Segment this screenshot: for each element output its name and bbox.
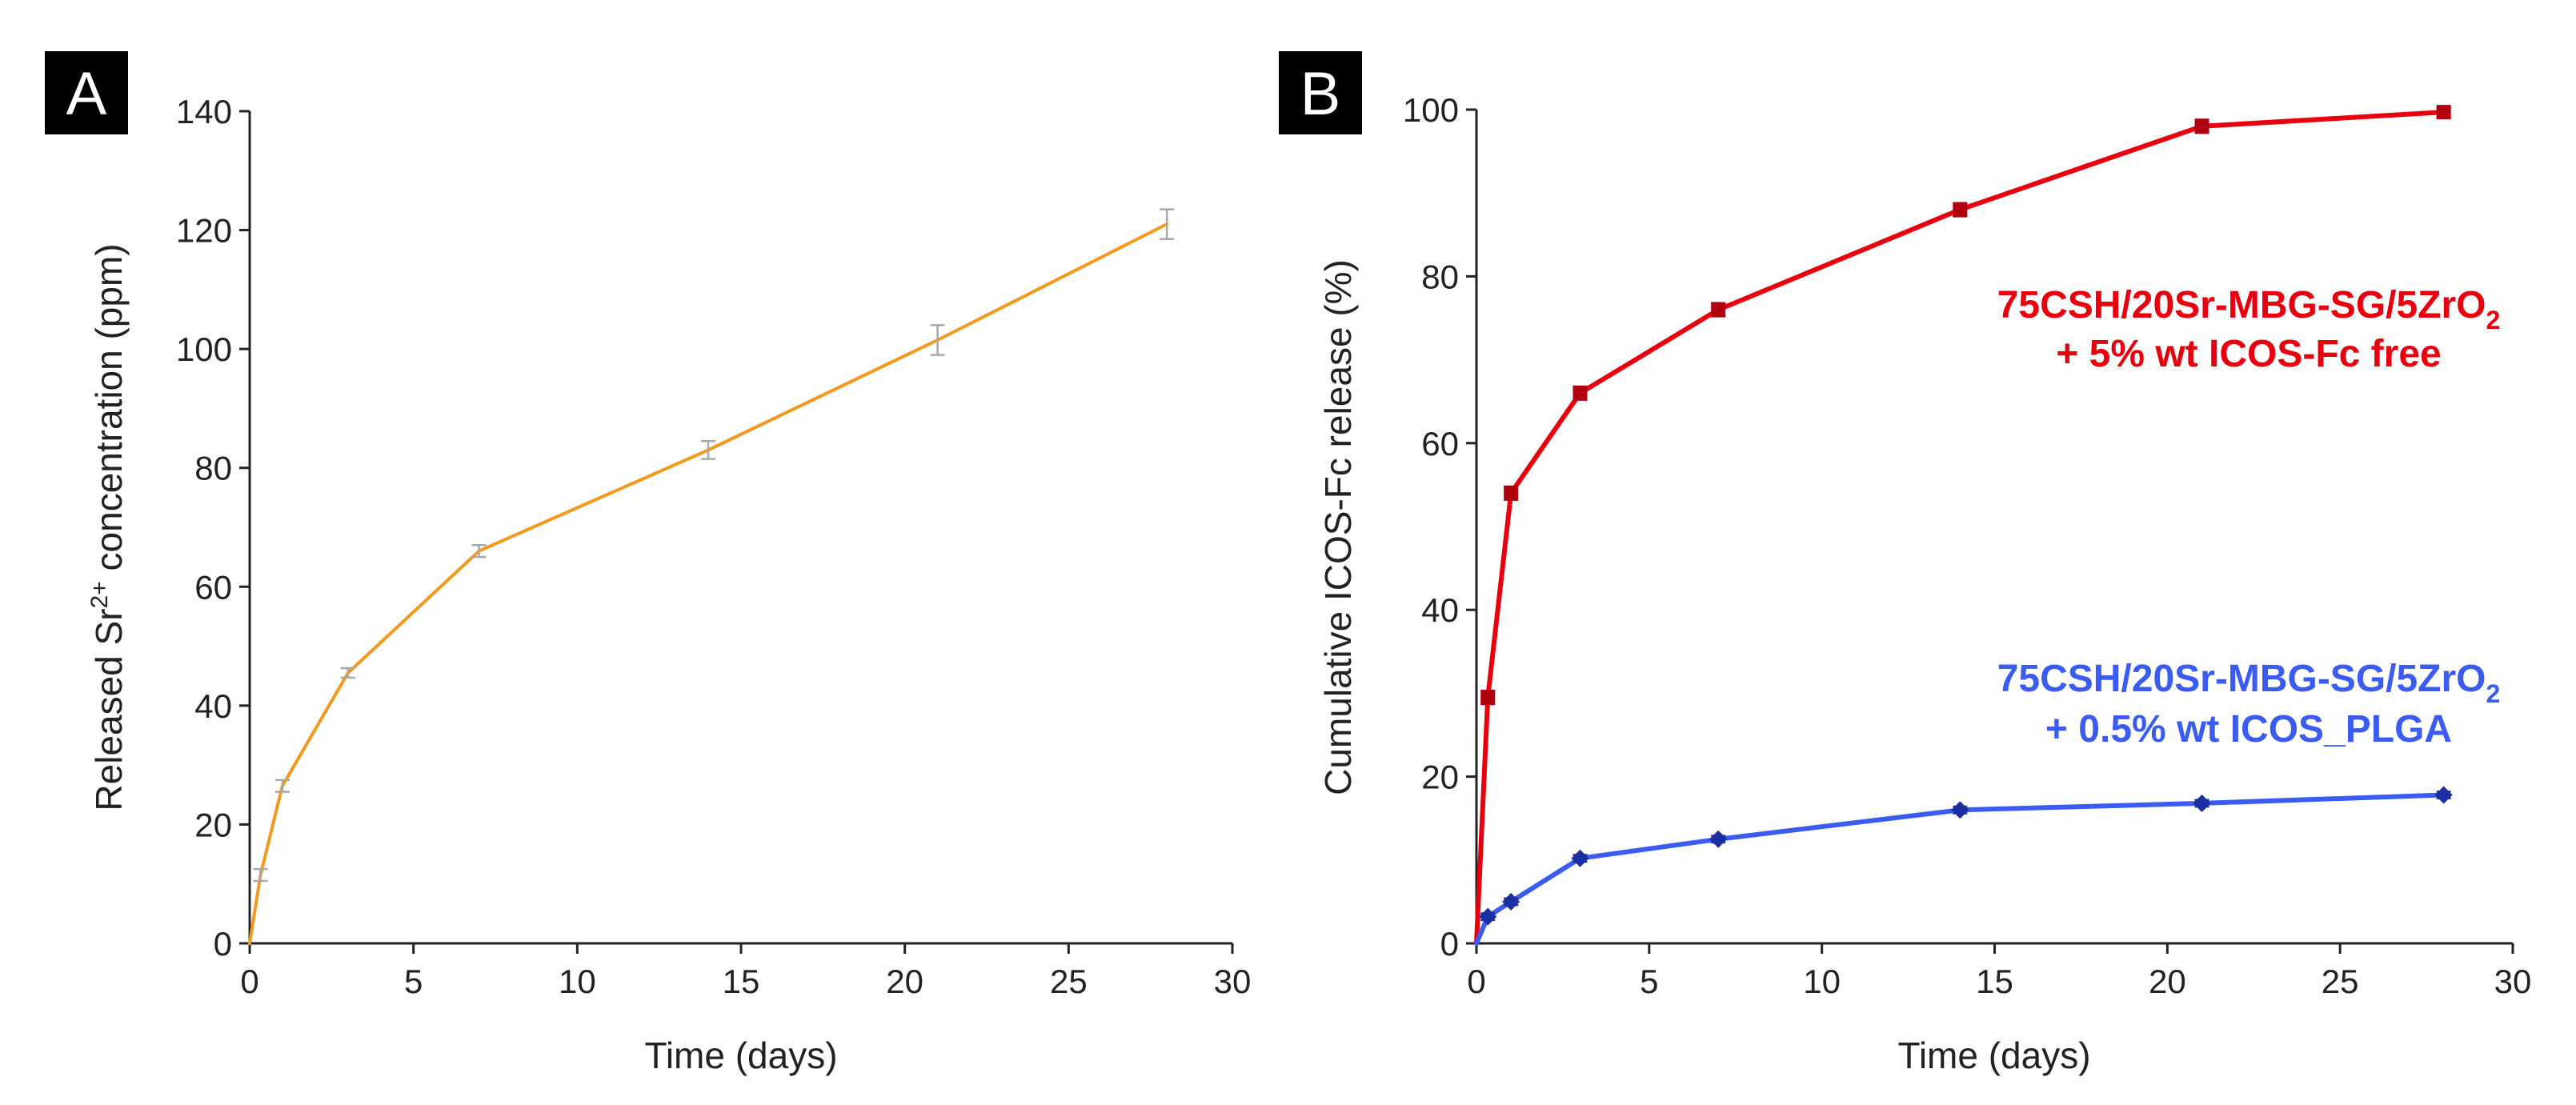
- panel-a-x-ticks: 0 5 10 15 20 25 30: [240, 943, 1251, 1000]
- annotation-blue-line2: + 0.5% wt ICOS_PLGA: [2045, 708, 2452, 751]
- panel-b-y-tick-label: 80: [1421, 258, 1459, 295]
- panel-a-series-0-line: [248, 222, 1169, 945]
- annotation-red-line1-main: 75CSH/20Sr-MBG-SG/5ZrO: [1997, 284, 2486, 326]
- panel-b-x-tick-label: 30: [2494, 963, 2532, 1000]
- panel-a-y-tick-label: 80: [194, 450, 232, 487]
- annotation-blue-line1-main: 75CSH/20Sr-MBG-SG/5ZrO: [1997, 658, 2486, 700]
- panel-b-x-tick-label: 25: [2322, 963, 2359, 1000]
- panel-a-y-tick-label: 60: [194, 568, 232, 606]
- panel-b-y-ticks: 0 20 40 60 80 100: [1403, 91, 1476, 963]
- panel-b-series-1-point: [2193, 794, 2211, 812]
- panel-a-y-axis-title-rest: concentration (ppm): [88, 243, 130, 581]
- panel-a-label: A: [66, 60, 107, 128]
- panel-b-series-0-line: [1474, 110, 2446, 946]
- panel-a-y-tick-label: 20: [194, 806, 232, 843]
- panel-a-x-tick-label: 30: [1214, 963, 1252, 1000]
- panel-a-x-tick-label: 0: [240, 963, 258, 1000]
- panel-b-series-1-point: [2434, 786, 2453, 804]
- panel-b-series-0-point: [1572, 386, 1588, 401]
- panel-a-x-tick-label: 15: [723, 963, 760, 1000]
- panel-a-y-tick-label: 40: [194, 687, 232, 725]
- panel-a-y-ticks: 0 20 40 60 80 100 120 140: [176, 93, 250, 963]
- annotation-blue-line1: 75CSH/20Sr-MBG-SG/5ZrO2: [1997, 658, 2501, 708]
- panel-b-y-tick-label: 20: [1421, 759, 1459, 796]
- panel-a-y-tick-label: 140: [176, 93, 232, 130]
- panel-b-annotation-blue: 75CSH/20Sr-MBG-SG/5ZrO2 + 0.5% wt ICOS_P…: [1997, 658, 2501, 751]
- panel-b-label-box: [1279, 51, 1362, 134]
- panel-b-x-ticks: 0 5 10 15 20 25 30: [1467, 943, 2531, 1000]
- panel-a-plot-area: 0 20 40 60 80 100 120 140 0 5 10 15 20 25 30: [176, 93, 1251, 1000]
- panel-b-series-0-point: [1711, 302, 1726, 318]
- panel-b-y-tick-label: 0: [1440, 925, 1459, 963]
- panel-a-y-axis-title: Released Sr2+ concentration (ppm): [86, 243, 130, 811]
- panel-a-series: [248, 208, 1175, 945]
- panel-a-label-box: [45, 51, 128, 134]
- panel-b-series-0-point: [2194, 118, 2209, 134]
- panel-b-series-0-point: [1953, 202, 1968, 218]
- panel-b-series: [1474, 105, 2453, 946]
- panel-a-y-axis-title-main: Released Sr: [88, 608, 130, 811]
- panel-a-x-tick-label: 25: [1050, 963, 1088, 1000]
- annotation-red-line1-sub: 2: [2486, 306, 2501, 334]
- panel-b-y-tick-label: 100: [1403, 91, 1459, 129]
- annotation-blue-line1-sub: 2: [2486, 679, 2501, 708]
- panel-a-x-axis-title: Time (days): [644, 1035, 837, 1076]
- annotation-red-line2: + 5% wt ICOS-Fc free: [2056, 333, 2441, 375]
- panel-b-plot-area: 0 20 40 60 80 100 0 5 10 15 20 25 30: [1403, 91, 2531, 1000]
- panel-b-y-axis-title: Cumulative ICOS-Fc release (%): [1317, 259, 1359, 795]
- panel-a-x-tick-label: 20: [886, 963, 923, 1000]
- panel-b-x-tick-label: 10: [1803, 963, 1841, 1000]
- panel-a-y-tick-label: 120: [176, 212, 232, 250]
- panel-b-x-axis-title: Time (days): [1897, 1035, 2090, 1076]
- panel-b-series-1-point: [1502, 892, 1520, 911]
- panel-b-y-tick-label: 60: [1421, 425, 1459, 462]
- panel-a-y-axis-title-sup: 2+: [86, 581, 113, 608]
- panel-b-series-1-point: [1571, 849, 1589, 867]
- panel-b-series-0-point: [1480, 690, 1496, 705]
- panel-a-y-tick-label: 100: [176, 330, 232, 368]
- panel-a-x-tick-label: 5: [404, 963, 423, 1000]
- panel-b-x-tick-label: 0: [1467, 963, 1485, 1000]
- panel-b-series-1-point: [1709, 830, 1728, 848]
- panel-a-x-tick-label: 10: [559, 963, 596, 1000]
- panel-b-x-tick-label: 5: [1640, 963, 1658, 1000]
- panel-b-series-0-point: [2436, 105, 2451, 120]
- panel-b-annotation-red: 75CSH/20Sr-MBG-SG/5ZrO2 + 5% wt ICOS-Fc …: [1997, 284, 2501, 375]
- panel-b-x-tick-label: 15: [1976, 963, 2013, 1000]
- panel-b-x-tick-label: 20: [2149, 963, 2186, 1000]
- panel-b-series-0-point: [1504, 486, 1519, 501]
- panel-a: A 0 20 40 60 80 100 120 140 0 5 10 15 20 25 30 Time (…: [45, 51, 1251, 1076]
- annotation-red-line1: 75CSH/20Sr-MBG-SG/5ZrO2: [1997, 284, 2501, 334]
- panel-a-y-tick-label: 0: [214, 925, 232, 963]
- panel-b-label: B: [1300, 60, 1341, 128]
- panel-b-series-1-point: [1951, 801, 1969, 819]
- panel-b-series-1-point: [1479, 907, 1497, 926]
- panel-b-y-tick-label: 40: [1421, 591, 1459, 629]
